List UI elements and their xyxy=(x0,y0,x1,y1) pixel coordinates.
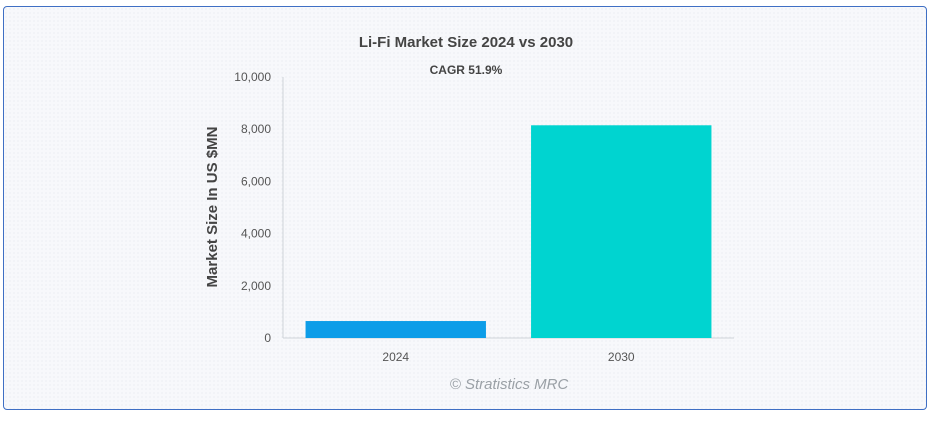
bar-2024[interactable] xyxy=(305,321,486,338)
credit-watermark: © Stratistics MRC xyxy=(450,376,569,393)
chart-frame xyxy=(3,6,927,410)
chart-title: Li-Fi Market Size 2024 vs 2030 xyxy=(359,34,573,51)
y-tick-label: 2,000 xyxy=(241,279,271,293)
y-axis-label: Market Size In US $MN xyxy=(204,127,221,288)
chart-subtitle: CAGR 51.9% xyxy=(430,63,503,77)
x-tick-label: 2024 xyxy=(382,350,409,364)
y-tick-label: 0 xyxy=(264,331,271,345)
y-tick-label: 8,000 xyxy=(241,122,271,136)
x-tick-label: 2030 xyxy=(608,350,635,364)
bars xyxy=(305,125,712,338)
y-tick-label: 4,000 xyxy=(241,227,271,241)
bar-2030[interactable] xyxy=(531,125,712,338)
y-tick-label: 10,000 xyxy=(234,70,271,84)
y-ticks: 0 2,000 4,000 6,000 8,000 10,000 xyxy=(234,70,271,345)
x-ticks: 2024 2030 xyxy=(382,350,635,364)
y-tick-label: 6,000 xyxy=(241,174,271,188)
